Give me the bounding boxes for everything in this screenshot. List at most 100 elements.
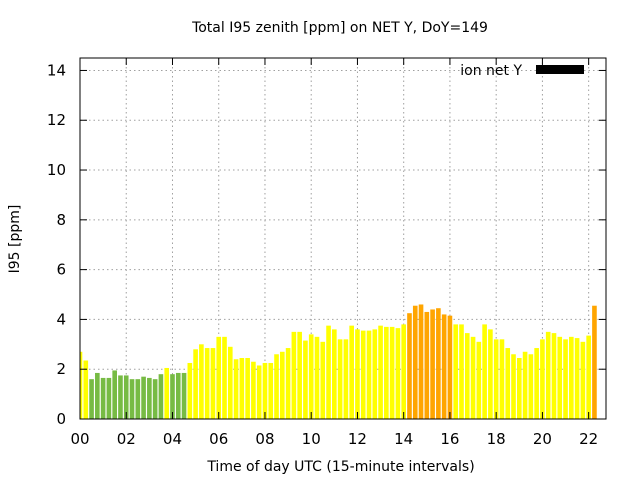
bar xyxy=(418,304,424,419)
bar xyxy=(245,358,250,419)
bar xyxy=(488,329,493,419)
x-tick-label: 12 xyxy=(348,430,367,448)
grid-lines xyxy=(80,58,606,419)
y-tick-labels: 0 2 4 6 8 10 12 14 xyxy=(47,61,66,428)
bar xyxy=(326,325,331,419)
bar xyxy=(499,339,505,419)
bar xyxy=(95,372,100,419)
bar xyxy=(349,325,354,419)
bar xyxy=(459,324,464,419)
bar xyxy=(216,336,222,419)
bar xyxy=(586,335,591,419)
y-tick-label: 14 xyxy=(47,61,66,79)
bar xyxy=(175,372,181,419)
bar xyxy=(210,348,216,419)
bar xyxy=(129,379,135,419)
bar xyxy=(551,333,557,419)
bar xyxy=(464,333,470,419)
bar xyxy=(320,341,326,419)
bar xyxy=(152,379,158,419)
bar xyxy=(430,309,435,419)
bar xyxy=(412,305,418,419)
axis-ticks xyxy=(79,58,606,420)
bar xyxy=(256,365,262,419)
bar xyxy=(534,348,539,419)
bar xyxy=(516,358,522,419)
y-tick-label: 2 xyxy=(56,360,66,378)
bar xyxy=(332,329,337,419)
chart-title: Total I95 zenith [ppm] on NET Y, DoY=149 xyxy=(191,20,488,36)
bar xyxy=(141,376,146,419)
bar xyxy=(569,336,574,419)
bar xyxy=(193,349,198,419)
bar xyxy=(470,336,476,419)
bar xyxy=(337,339,343,419)
bar xyxy=(147,377,152,419)
legend: ion net Y xyxy=(460,63,584,79)
bar xyxy=(106,377,112,419)
bar xyxy=(80,351,83,419)
x-tick-label: 02 xyxy=(117,430,136,448)
bar xyxy=(170,374,175,419)
bar xyxy=(436,308,441,419)
y-axis-label: I95 [ppm] xyxy=(7,205,23,274)
y-tick-label: 12 xyxy=(47,111,66,129)
bar xyxy=(557,336,563,419)
x-tick-label: 14 xyxy=(394,430,413,448)
x-tick-label: 16 xyxy=(440,430,459,448)
y-tick-label: 8 xyxy=(56,211,66,229)
bar-series xyxy=(80,304,597,419)
bar xyxy=(279,351,285,419)
x-tick-label: 20 xyxy=(533,430,552,448)
bar xyxy=(135,379,141,419)
y-tick-label: 10 xyxy=(47,161,66,179)
bar xyxy=(528,354,534,419)
bar xyxy=(158,374,164,419)
bar xyxy=(227,346,233,419)
bar xyxy=(100,377,106,419)
bar xyxy=(522,351,528,419)
bar xyxy=(233,359,239,419)
bar xyxy=(389,326,395,419)
y-tick-label: 0 xyxy=(56,410,66,428)
bar xyxy=(511,354,516,419)
y-tick-label: 6 xyxy=(56,261,66,279)
legend-label: ion net Y xyxy=(460,63,522,79)
plot-frame xyxy=(79,57,607,420)
bar xyxy=(401,324,407,419)
x-tick-label: 18 xyxy=(487,430,506,448)
bar xyxy=(314,336,320,419)
bar xyxy=(453,324,459,419)
bar xyxy=(355,329,360,419)
bar xyxy=(384,326,389,419)
bar xyxy=(204,348,210,419)
bar xyxy=(199,344,204,419)
x-tick-label: 04 xyxy=(163,430,182,448)
bar xyxy=(343,339,349,419)
x-tick-label: 10 xyxy=(302,430,321,448)
bar xyxy=(482,324,487,419)
bar xyxy=(476,341,482,419)
bar xyxy=(303,340,308,419)
bar xyxy=(285,348,291,419)
bar xyxy=(308,334,314,419)
x-tick-label: 06 xyxy=(209,430,228,448)
bar xyxy=(372,329,378,419)
bar xyxy=(112,370,117,419)
bar xyxy=(262,362,268,419)
bar xyxy=(447,315,453,419)
bar xyxy=(164,367,170,419)
bar xyxy=(366,330,372,419)
bar xyxy=(424,311,430,419)
bar xyxy=(545,331,551,419)
bar xyxy=(574,338,580,419)
bar xyxy=(297,331,302,419)
legend-swatch xyxy=(536,65,584,74)
bar xyxy=(563,339,568,419)
bar xyxy=(592,305,597,419)
x-tick-label: 22 xyxy=(579,430,598,448)
x-tick-label: 00 xyxy=(70,430,89,448)
bar xyxy=(580,341,586,419)
bar xyxy=(83,360,89,419)
bar xyxy=(540,339,545,419)
